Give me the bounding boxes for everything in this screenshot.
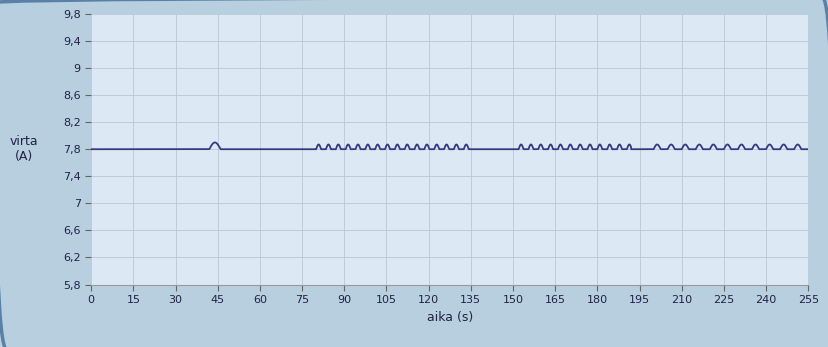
X-axis label: aika (s): aika (s) [426, 311, 472, 323]
Y-axis label: virta
(A): virta (A) [10, 135, 38, 163]
